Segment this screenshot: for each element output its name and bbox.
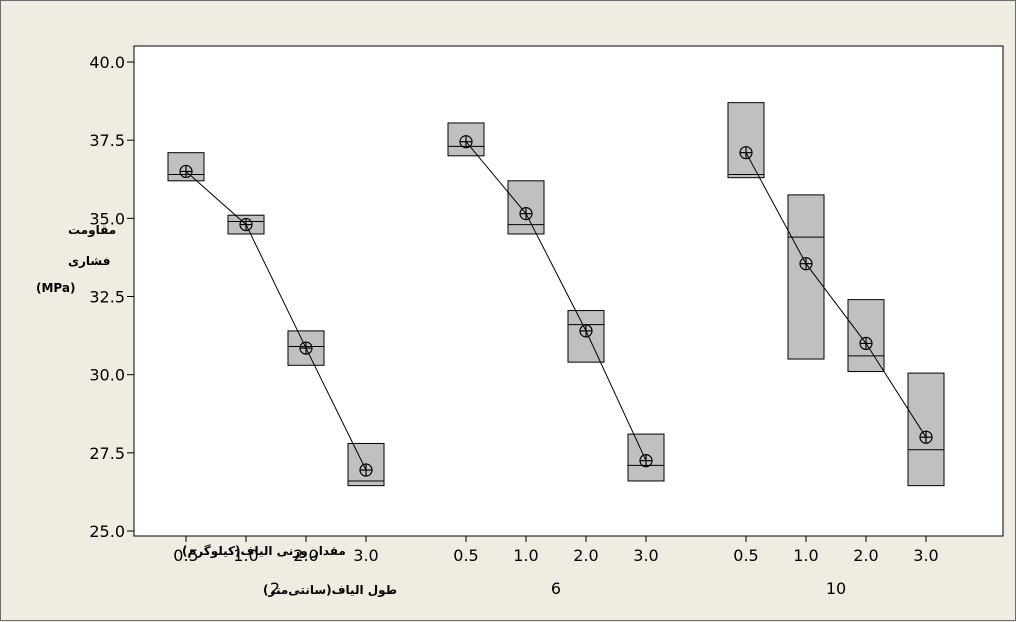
y-tick-label: 30.0 [89, 366, 125, 385]
x-tick-label: 2.0 [853, 546, 878, 565]
x-tick-label: 3.0 [353, 546, 378, 565]
mean-point [359, 463, 373, 477]
x-tick-label: 3.0 [913, 546, 938, 565]
x-tick-label: 1.0 [793, 546, 818, 565]
mean-connect-line [465, 141, 647, 461]
x-tick-label: 0.5 [173, 546, 198, 565]
x-tick-label: 0.5 [453, 546, 478, 565]
x-axis: 0.5 1.0 2.0 3.0 2 0.5 1.0 2.0 3.0 6 0.5 1.0 2.0 3.0 10 [173, 536, 939, 598]
group-label: 10 [826, 579, 846, 598]
y-tick-label: 32.5 [89, 288, 125, 307]
mean-point [579, 324, 593, 338]
y-axis: 25.0 27.5 30.0 32.5 35.0 37.5 40.0 [89, 53, 134, 541]
x-tick-label: 2.0 [573, 546, 598, 565]
x-tick-label: 0.5 [733, 546, 758, 565]
mean-connect-line [185, 171, 367, 471]
mean-point [299, 341, 313, 355]
outer-axis-label: طول الیاف(سانتی‌متر) [263, 583, 397, 598]
mean-point [519, 207, 533, 221]
mean-point [239, 217, 253, 232]
mean-point [919, 430, 933, 444]
group-label: 2 [270, 579, 280, 598]
y-axis-label-line-1: مقاومت [68, 223, 116, 238]
mean-point [739, 146, 753, 160]
group-label: 6 [551, 579, 561, 598]
mean-point [179, 164, 193, 179]
y-axis-label-line-3: (MPa) [36, 281, 75, 295]
plot-area [133, 45, 1004, 537]
x-tick-label: 2.0 [293, 546, 318, 565]
box [907, 372, 945, 487]
x-tick-label: 3.0 [633, 546, 658, 565]
y-tick-label: 25.0 [89, 522, 125, 541]
y-tick-label: 37.5 [89, 131, 125, 150]
y-axis-label-line-2: فشاری [68, 254, 110, 268]
mean-point [859, 336, 873, 350]
box [787, 194, 825, 360]
box [847, 299, 885, 373]
x-tick-label: 1.0 [233, 546, 258, 565]
means-layer [179, 135, 933, 477]
y-tick-label: 40.0 [89, 53, 125, 72]
mean-point [639, 454, 653, 468]
mean-connect-lines [185, 141, 927, 471]
mean-point [459, 135, 473, 149]
box [727, 102, 765, 179]
x-tick-label: 1.0 [513, 546, 538, 565]
mean-point [799, 257, 813, 271]
y-tick-label: 35.0 [89, 209, 125, 228]
y-tick-label: 27.5 [89, 444, 125, 463]
mean-connect-line [745, 152, 927, 438]
inner-axis-label: مقدار وزنی الیاف(کیلوگرم) [182, 544, 346, 559]
